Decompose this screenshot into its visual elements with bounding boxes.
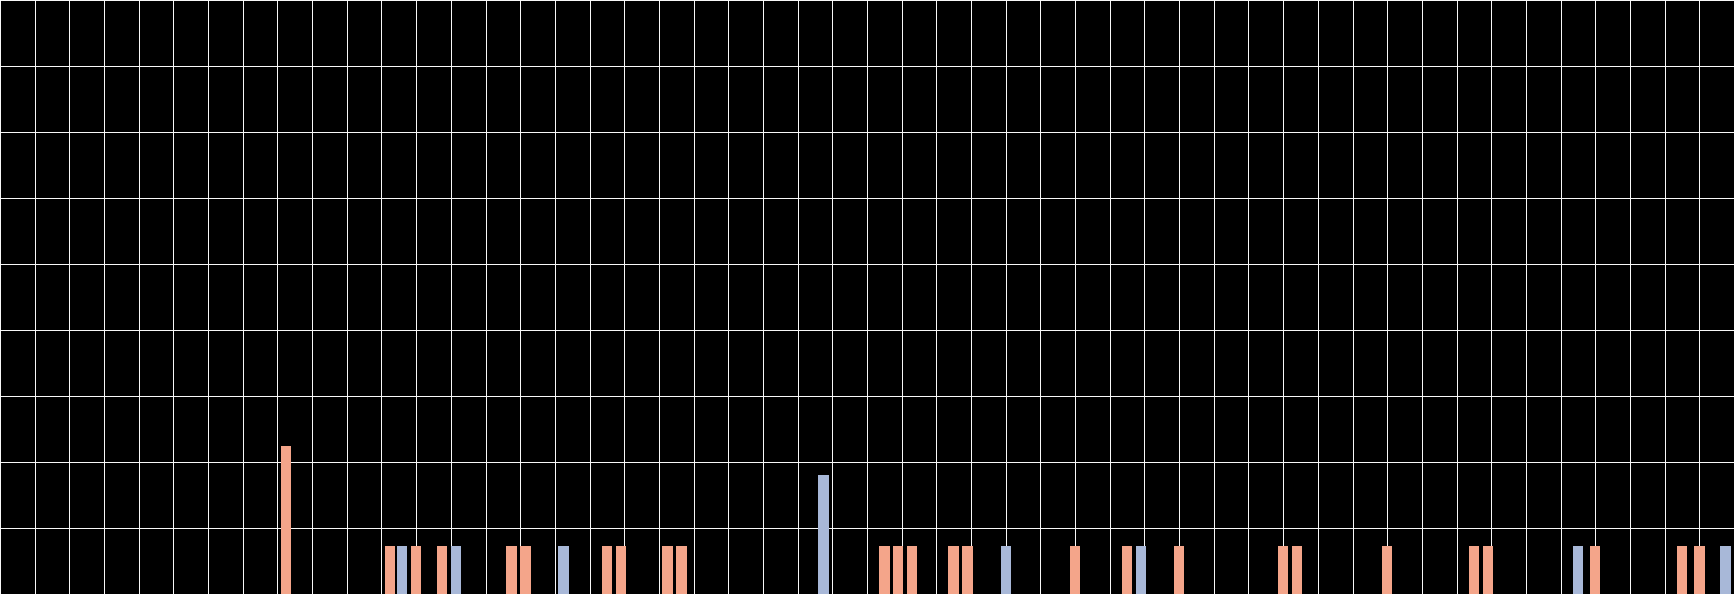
Bar [506, 546, 517, 594]
Bar [1677, 546, 1687, 594]
Bar [385, 546, 395, 594]
Bar [1382, 546, 1392, 594]
Bar [907, 546, 917, 594]
Bar [1278, 546, 1288, 594]
Bar [1122, 546, 1132, 594]
Bar [558, 546, 569, 594]
Bar [1292, 546, 1302, 594]
Bar [520, 546, 531, 594]
Bar [281, 446, 291, 594]
Bar [451, 546, 461, 594]
Bar [1174, 546, 1184, 594]
Bar [1001, 546, 1011, 594]
Bar [437, 546, 447, 594]
Bar [662, 546, 673, 594]
Bar [1070, 546, 1080, 594]
Bar [879, 546, 890, 594]
Bar [1573, 546, 1583, 594]
Bar [962, 546, 973, 594]
Bar [616, 546, 626, 594]
Bar [397, 546, 407, 594]
Bar [676, 546, 687, 594]
Bar [1694, 546, 1705, 594]
Bar [1469, 546, 1479, 594]
Bar [602, 546, 612, 594]
Bar [1720, 546, 1731, 594]
Bar [893, 546, 903, 594]
Bar [1136, 546, 1146, 594]
Bar [948, 546, 959, 594]
Bar [1483, 546, 1493, 594]
Bar [411, 546, 421, 594]
Bar [818, 475, 829, 594]
Bar [1590, 546, 1600, 594]
